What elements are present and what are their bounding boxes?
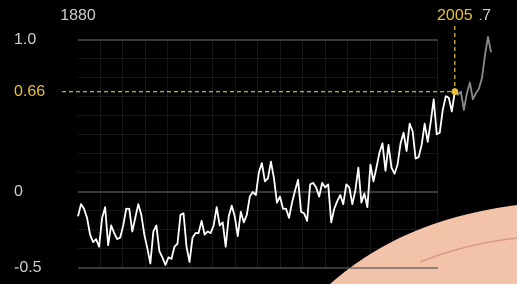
y-tick-label: -0.5 [14,259,42,276]
highlight-y-label: 0.66 [14,83,45,100]
x-tick-label: 1880 [60,7,96,24]
highlight-point [451,88,458,95]
highlight-x-label: 2005 [437,7,473,24]
y-tick-label: 1.0 [14,31,36,48]
y-tick-label: 0 [14,183,23,200]
chart: -0.501.01880201720050.66 [0,0,517,284]
page: {"chart_data": {"type": "line", "x": [18… [0,0,517,284]
